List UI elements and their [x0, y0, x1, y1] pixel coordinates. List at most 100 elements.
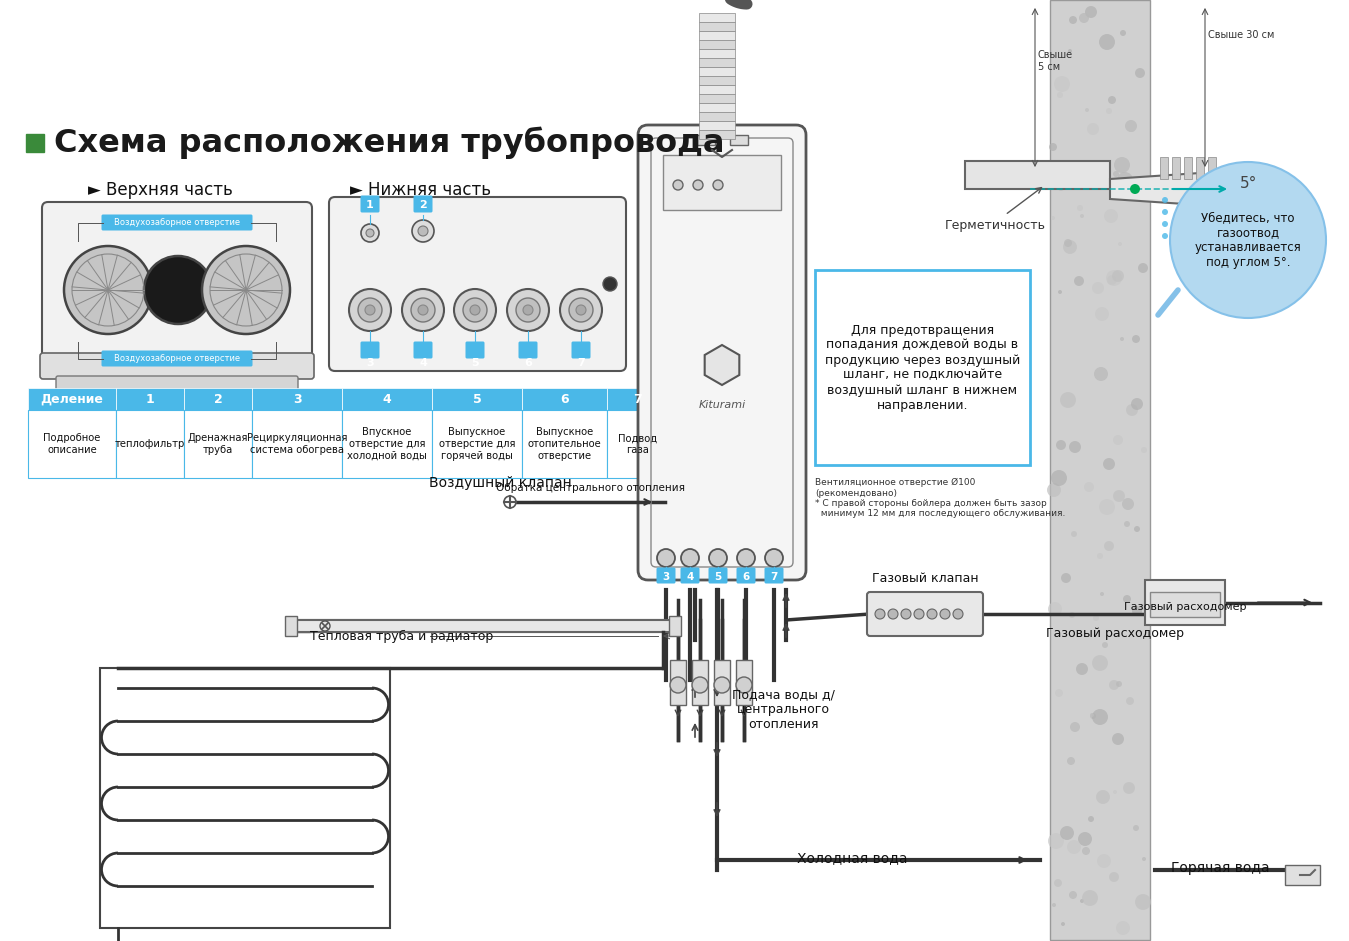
Text: 3: 3	[293, 392, 301, 406]
Circle shape	[1067, 757, 1075, 765]
Circle shape	[1048, 833, 1064, 849]
Text: 2: 2	[213, 392, 223, 406]
Circle shape	[1108, 275, 1117, 285]
Circle shape	[681, 549, 699, 567]
Circle shape	[1112, 733, 1124, 745]
Bar	[116, 388, 183, 410]
Circle shape	[1116, 681, 1122, 687]
Text: Впускное
отверстие для
холодной воды: Впускное отверстие для холодной воды	[347, 427, 426, 460]
Bar	[295, 620, 310, 632]
Circle shape	[455, 289, 496, 331]
FancyBboxPatch shape	[867, 592, 983, 636]
Circle shape	[362, 224, 379, 242]
Bar	[1160, 157, 1168, 179]
Bar	[343, 410, 432, 478]
Text: 5°: 5°	[1240, 176, 1257, 190]
Bar	[699, 76, 735, 85]
Circle shape	[1124, 521, 1130, 527]
Bar	[100, 668, 390, 928]
Bar	[737, 660, 751, 705]
Circle shape	[1099, 592, 1103, 596]
Text: Схема расположения трубопровода: Схема расположения трубопровода	[54, 127, 724, 159]
Circle shape	[1085, 6, 1097, 18]
Circle shape	[1091, 709, 1108, 725]
Text: 3: 3	[366, 358, 374, 368]
Circle shape	[1161, 233, 1168, 239]
Circle shape	[1077, 205, 1083, 211]
Circle shape	[1051, 216, 1055, 220]
Circle shape	[1097, 553, 1103, 559]
FancyBboxPatch shape	[414, 196, 433, 213]
Circle shape	[1117, 172, 1133, 188]
Circle shape	[469, 305, 480, 315]
FancyBboxPatch shape	[360, 196, 379, 213]
Circle shape	[1050, 143, 1058, 151]
Circle shape	[1106, 108, 1112, 114]
FancyBboxPatch shape	[57, 376, 298, 394]
Circle shape	[1113, 490, 1125, 502]
Bar	[432, 388, 522, 410]
Circle shape	[1132, 606, 1143, 616]
Circle shape	[915, 609, 924, 619]
Circle shape	[1054, 879, 1062, 887]
Text: ► Верхняя часть: ► Верхняя часть	[88, 181, 233, 199]
Circle shape	[1099, 34, 1116, 50]
Circle shape	[1067, 840, 1081, 854]
Circle shape	[1103, 541, 1114, 551]
Circle shape	[63, 246, 152, 334]
Text: Газовый расходомер: Газовый расходомер	[1124, 602, 1246, 613]
Circle shape	[1068, 891, 1077, 899]
FancyBboxPatch shape	[638, 125, 805, 580]
Text: 5: 5	[471, 358, 479, 368]
Circle shape	[1126, 404, 1139, 416]
Bar	[699, 121, 735, 130]
Bar	[699, 58, 735, 67]
Bar	[285, 616, 297, 636]
Bar	[1145, 580, 1225, 625]
Bar	[116, 410, 183, 478]
Circle shape	[1122, 595, 1130, 603]
Circle shape	[952, 609, 963, 619]
Circle shape	[463, 298, 487, 322]
Circle shape	[1106, 270, 1122, 286]
Circle shape	[1060, 392, 1077, 408]
Bar	[699, 85, 735, 94]
Text: теплофильтр: теплофильтр	[115, 439, 185, 449]
FancyBboxPatch shape	[815, 270, 1031, 465]
Circle shape	[411, 298, 434, 322]
FancyBboxPatch shape	[572, 342, 591, 359]
Circle shape	[940, 609, 950, 619]
Circle shape	[576, 305, 585, 315]
Text: 2: 2	[420, 200, 426, 210]
Text: Холодная вода: Холодная вода	[797, 851, 908, 865]
Circle shape	[1063, 240, 1077, 254]
Bar	[607, 410, 669, 478]
Circle shape	[1161, 197, 1168, 203]
Circle shape	[1113, 435, 1122, 445]
Circle shape	[1109, 680, 1120, 690]
Circle shape	[1139, 263, 1148, 273]
Circle shape	[1082, 890, 1098, 906]
Circle shape	[1078, 832, 1091, 846]
Circle shape	[1077, 663, 1089, 675]
Circle shape	[1068, 16, 1077, 24]
Text: 4: 4	[420, 358, 426, 368]
Bar	[697, 135, 715, 145]
Bar	[252, 388, 343, 410]
Text: Воздухозаборное отверстие: Воздухозаборное отверстие	[113, 218, 240, 227]
Bar	[183, 410, 252, 478]
Bar	[1286, 865, 1321, 885]
Circle shape	[1068, 441, 1081, 453]
Text: 5: 5	[472, 392, 482, 406]
Circle shape	[1132, 335, 1140, 343]
Bar	[714, 660, 730, 705]
Bar	[1207, 157, 1215, 179]
Circle shape	[1130, 184, 1140, 194]
Bar	[1197, 157, 1205, 179]
Bar	[1184, 157, 1193, 179]
Text: Свыше
5 см: Свыше 5 см	[1037, 50, 1072, 72]
Text: 5: 5	[715, 571, 722, 582]
FancyBboxPatch shape	[518, 342, 537, 359]
Circle shape	[1095, 790, 1110, 804]
Bar	[699, 40, 735, 49]
